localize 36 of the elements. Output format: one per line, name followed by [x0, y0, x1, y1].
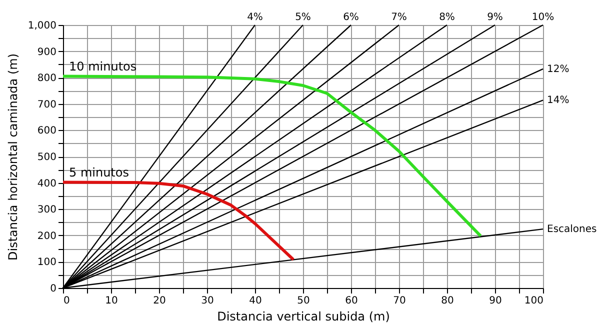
x-tick-label: 20 — [153, 296, 166, 306]
x-tick-label: 30 — [201, 296, 214, 306]
x-tick-label: 0 — [64, 296, 70, 306]
x-tick-label: 80 — [441, 296, 454, 306]
series-label: 7% — [391, 12, 407, 23]
x-tick-label: 90 — [489, 296, 502, 306]
x-tick-label: 100 — [524, 296, 544, 306]
series-label: 9% — [487, 12, 503, 23]
y-tick-label: 1,000 — [28, 20, 56, 32]
x-tick-label: 50 — [297, 296, 310, 306]
y-tick-label: 100 — [37, 257, 56, 268]
series-label: 10 minutos — [69, 59, 137, 74]
series-label: 12% — [547, 64, 570, 75]
series-label: 5 minutos — [69, 165, 129, 180]
series-label: 14% — [547, 95, 570, 106]
x-tick-label: 60 — [345, 296, 358, 306]
series-label: 6% — [343, 12, 359, 23]
y-tick-label: 600 — [37, 126, 56, 137]
x-tick-label: 40 — [249, 296, 262, 306]
y-tick-label: 500 — [37, 152, 56, 163]
series-label: 5% — [295, 12, 311, 23]
y-tick-label: 800 — [37, 73, 56, 84]
x-tick-label: 10 — [105, 296, 118, 306]
x-tick-label: 70 — [393, 296, 406, 306]
y-tick-label: 700 — [37, 99, 56, 110]
y-tick-label: 400 — [37, 178, 56, 190]
y-axis-title: Distancia horizontal caminada (m) — [6, 53, 20, 261]
y-tick-label: 0 — [50, 284, 56, 294]
y-tick-label: 300 — [37, 204, 56, 216]
series-label: Escalones — [547, 224, 597, 236]
x-axis-title: Distancia vertical subida (m) — [217, 310, 390, 324]
y-tick-label: 900 — [37, 46, 56, 58]
series-label: 8% — [439, 12, 455, 23]
y-tick-label: 200 — [37, 230, 56, 242]
series-label: 4% — [247, 12, 263, 23]
series-label: 10% — [532, 12, 554, 23]
